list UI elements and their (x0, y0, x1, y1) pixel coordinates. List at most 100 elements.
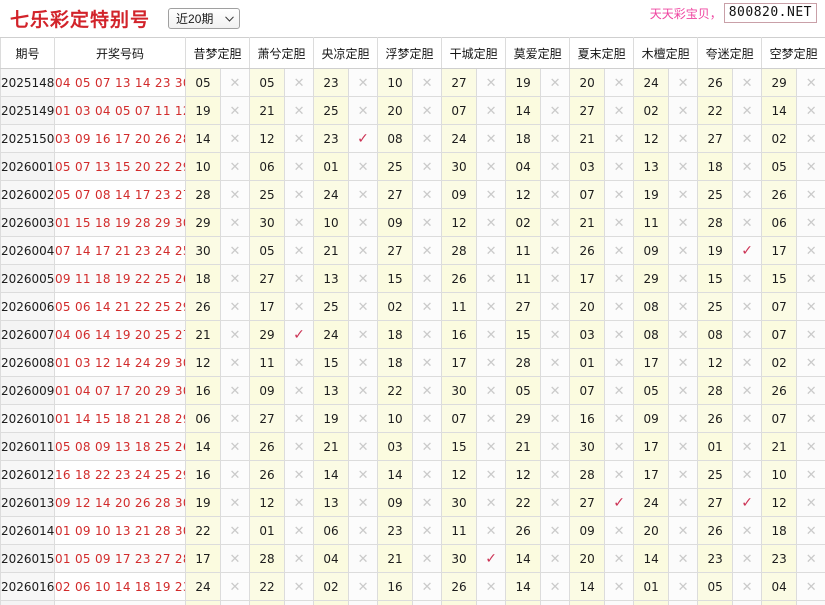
cross-icon: ✕ (412, 180, 443, 209)
check-icon: ✓ (604, 488, 635, 517)
cross-icon: ✕ (668, 208, 699, 237)
cross-icon: ✕ (540, 96, 571, 125)
cell-pick-value: 21 (377, 544, 414, 573)
period-range-select[interactable]: 近20期 (168, 8, 241, 29)
cross-icon: ✕ (348, 208, 379, 237)
cell-pick-value: 29 (249, 320, 286, 349)
cross-icon: ✕ (348, 236, 379, 265)
cross-icon: ✕ (796, 376, 825, 405)
column-header-6: 干城定胆 (441, 37, 507, 69)
cross-icon: ✕ (540, 208, 571, 237)
cross-icon: ✕ (668, 320, 699, 349)
cell-period: 2026014 (0, 516, 55, 545)
cell-pick-value: 15 (313, 348, 350, 377)
cell-pick-value: 22 (697, 96, 734, 125)
cross-icon: ✕ (732, 124, 763, 153)
cell-pick-value: 08 (633, 320, 670, 349)
cross-icon: ✕ (348, 572, 379, 601)
cross-icon: ✕ (540, 68, 571, 97)
cross-icon: ✕ (348, 544, 379, 573)
cell-pick-value: 20 (377, 600, 414, 605)
cross-icon: ✕ (604, 236, 635, 265)
column-header-5: 浮梦定胆 (377, 37, 443, 69)
cell-pick-value: 05 (697, 572, 734, 601)
cell-pick-value: 05 (249, 236, 286, 265)
cross-icon: ✕ (540, 544, 571, 573)
cell-pick-value: 06 (185, 404, 221, 433)
cross-icon: ✕ (732, 348, 763, 377)
cell-pick-value: 30 (441, 544, 478, 573)
cell-pick-value: 19 (505, 68, 542, 97)
cell-pick-value: 30 (441, 152, 478, 181)
cross-icon: ✕ (604, 208, 635, 237)
cross-icon: ✕ (284, 460, 315, 489)
cross-icon: ✕ (604, 544, 635, 573)
cell-pick-value: 08 (633, 292, 670, 321)
cell-draw-numbers: 01 04 07 17 20 29 30 + 19 (54, 376, 186, 405)
cell-pick-value: 01 (569, 348, 606, 377)
cross-icon: ✕ (348, 600, 379, 605)
cross-icon: ✕ (668, 404, 699, 433)
cell-pick-value: 02 (313, 600, 350, 605)
table-row: 202601704 13 15 16 19 26 27 + 1823✕01✕02… (0, 600, 825, 605)
cross-icon: ✕ (284, 152, 315, 181)
cross-icon: ✕ (412, 320, 443, 349)
cell-pick-value: 26 (761, 180, 798, 209)
cell-pick-value: 15 (761, 264, 798, 293)
cross-icon: ✕ (476, 264, 507, 293)
cross-icon: ✕ (540, 348, 571, 377)
cell-pick-value: 02 (761, 348, 798, 377)
cross-icon: ✕ (796, 208, 825, 237)
cross-icon: ✕ (540, 236, 571, 265)
cross-icon: ✕ (540, 180, 571, 209)
cell-pick-value: 27 (569, 96, 606, 125)
cross-icon: ✕ (412, 460, 443, 489)
cross-icon: ✕ (540, 516, 571, 545)
chevron-down-icon (225, 14, 235, 24)
cross-icon: ✕ (348, 516, 379, 545)
cell-pick-value: 14 (569, 572, 606, 601)
cell-pick-value: 30 (569, 432, 606, 461)
cross-icon: ✕ (540, 460, 571, 489)
cell-period: 2026003 (0, 208, 55, 237)
cell-pick-value: 27 (569, 488, 606, 517)
cell-pick-value: 14 (185, 432, 221, 461)
cell-pick-value: 03 (569, 320, 606, 349)
cross-icon: ✕ (540, 404, 571, 433)
cross-icon: ✕ (284, 292, 315, 321)
cross-icon: ✕ (668, 348, 699, 377)
cell-pick-value: 26 (249, 432, 286, 461)
cross-icon: ✕ (476, 600, 507, 605)
cell-pick-value: 21 (249, 96, 286, 125)
cell-pick-value: 21 (569, 208, 606, 237)
cross-icon: ✕ (796, 96, 825, 125)
cell-pick-value: 20 (377, 96, 414, 125)
cell-pick-value: 11 (505, 236, 542, 265)
cell-pick-value: 25 (377, 152, 414, 181)
cell-pick-value: 03 (377, 432, 414, 461)
cell-pick-value: 29 (633, 264, 670, 293)
cross-icon: ✕ (604, 320, 635, 349)
cell-pick-value: 18 (633, 600, 670, 605)
cross-icon: ✕ (604, 600, 635, 605)
cell-pick-value: 14 (761, 96, 798, 125)
cell-pick-value: 05 (505, 376, 542, 405)
cross-icon: ✕ (668, 124, 699, 153)
cross-icon: ✕ (348, 376, 379, 405)
cell-pick-value: 18 (377, 320, 414, 349)
cell-pick-value: 12 (633, 124, 670, 153)
cross-icon: ✕ (219, 180, 251, 209)
cell-pick-value: 02 (761, 124, 798, 153)
cell-draw-numbers: 04 06 14 19 20 25 27 + 29 (54, 320, 186, 349)
cell-draw-numbers: 09 12 14 20 26 28 30 + 27 (54, 488, 186, 517)
cell-pick-value: 20 (569, 544, 606, 573)
cell-pick-value: 12 (505, 460, 542, 489)
cell-pick-value: 01 (249, 516, 286, 545)
cell-pick-value: 17 (633, 348, 670, 377)
